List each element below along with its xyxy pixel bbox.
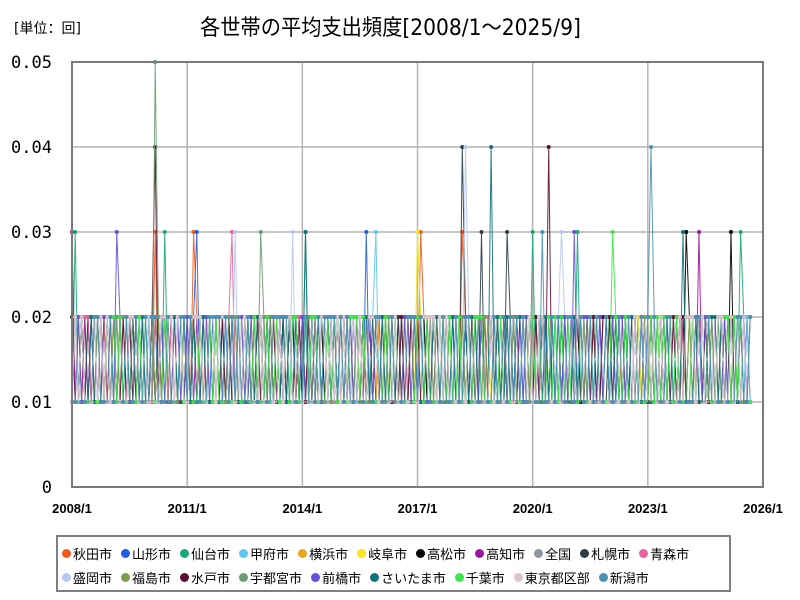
- legend-marker-icon: [454, 572, 464, 582]
- y-tick-label: 0: [42, 478, 52, 498]
- legend-item: 横浜市: [298, 544, 348, 563]
- legend-label: 高知市: [486, 547, 526, 563]
- x-tick-label: 2023/1: [628, 501, 668, 516]
- legend-marker-icon: [513, 572, 523, 582]
- legend-label: さいたま市: [381, 571, 446, 587]
- legend-label: 高松市: [427, 547, 467, 563]
- legend-item: 千葉市: [454, 568, 505, 587]
- legend-label: 横浜市: [309, 547, 349, 563]
- legend-label: 盛岡市: [73, 571, 113, 587]
- y-axis-ticks: 0 0.01 0.02 0.03 0.04 0.05: [11, 53, 52, 498]
- legend-marker-icon: [180, 572, 190, 582]
- legend-item: 福島市: [121, 568, 171, 587]
- x-tick-label: 2014/1: [282, 501, 322, 516]
- legend-marker-icon: [475, 548, 485, 558]
- legend-marker-icon: [311, 572, 321, 582]
- chart-title: 各世帯の平均支出頻度[2008/1～2025/9]: [200, 16, 581, 41]
- x-tick-label: 2020/1: [513, 501, 553, 516]
- legend-row: 秋田市 山形市 仙台市 甲府市 横浜市 岐阜市 高松市 高知市 全国 札幌市 青森市: [62, 541, 729, 565]
- legend-item: 新潟市: [598, 568, 649, 587]
- x-tick-label: 2026/1: [743, 501, 783, 516]
- data-series: [70, 60, 753, 404]
- legend-item: 高知市: [475, 544, 525, 563]
- x-tick-label: 2008/1: [52, 501, 92, 516]
- legend-marker-icon: [357, 548, 367, 558]
- legend-label: 東京都区部: [524, 571, 590, 587]
- legend-label: 福島市: [132, 571, 172, 587]
- x-tick-label: 2011/1: [168, 501, 207, 516]
- legend-label: 水戸市: [191, 571, 231, 587]
- legend-row: 盛岡市 福島市 水戸市 宇都宮市 前橋市 さいたま市 千葉市 東京都区部 新潟市: [62, 565, 729, 589]
- legend-marker-icon: [580, 548, 590, 558]
- legend-marker-icon: [416, 548, 426, 558]
- legend-item: 甲府市: [239, 544, 289, 563]
- legend-label: 青森市: [650, 547, 690, 563]
- legend-marker-icon: [239, 548, 249, 558]
- legend-label: 秋田市: [73, 547, 113, 563]
- legend-item: 岐阜市: [357, 544, 407, 563]
- chart-plot: 0 0.01 0.02 0.03 0.04 0.05 2008/1 2011/1 2014/1…: [11, 53, 783, 516]
- legend-label: 千葉市: [465, 571, 505, 587]
- legend-marker-icon: [121, 548, 131, 558]
- legend-item: 仙台市: [180, 544, 230, 563]
- legend-item: 水戸市: [180, 568, 230, 587]
- legend-marker-icon: [62, 548, 71, 558]
- legend-item: 高松市: [416, 544, 466, 563]
- legend-marker-icon: [370, 572, 380, 582]
- legend-item: 全国: [534, 544, 571, 563]
- legend-item: 宇都宮市: [239, 568, 302, 587]
- legend-item: 東京都区部: [513, 568, 590, 587]
- y-tick-label: 0.02: [11, 308, 52, 328]
- legend-label: 山形市: [132, 547, 172, 563]
- legend-label: 岐阜市: [368, 547, 408, 563]
- legend-item: 山形市: [121, 544, 171, 563]
- x-tick-label: 2017/1: [398, 501, 438, 516]
- y-tick-label: 0.04: [11, 138, 52, 158]
- legend-marker-icon: [298, 548, 308, 558]
- y-tick-label: 0.03: [11, 223, 52, 243]
- grid-lines: [71, 61, 764, 488]
- legend-label: 宇都宮市: [250, 571, 303, 587]
- legend-marker-icon: [121, 572, 131, 582]
- legend-label: 前橋市: [322, 571, 362, 587]
- legend-item: 青森市: [639, 544, 689, 563]
- legend-label: 札幌市: [591, 547, 631, 563]
- legend-label: 全国: [545, 547, 572, 563]
- y-tick-label: 0.01: [11, 393, 52, 413]
- legend-marker-icon: [239, 572, 249, 582]
- x-axis-ticks: 2008/1 2011/1 2014/1 2017/1 2020/1 2023/1 2026…: [52, 501, 783, 516]
- legend-item: 秋田市: [62, 544, 112, 563]
- legend-item: さいたま市: [370, 568, 446, 587]
- y-tick-label: 0.05: [11, 53, 52, 73]
- legend: 秋田市 山形市 仙台市 甲府市 横浜市 岐阜市 高松市 高知市 全国 札幌市 青森市 盛岡市 福島市 水…: [56, 535, 731, 592]
- unit-label: [単位：回]: [14, 21, 81, 37]
- legend-marker-icon: [598, 572, 608, 582]
- legend-label: 甲府市: [250, 547, 290, 563]
- legend-item: 札幌市: [580, 544, 630, 563]
- legend-label: 新潟市: [609, 571, 649, 587]
- series-新潟市: [72, 145, 753, 404]
- legend-marker-icon: [534, 548, 544, 558]
- legend-marker-icon: [639, 548, 649, 558]
- plot-frame: [71, 61, 764, 488]
- legend-item: 前橋市: [311, 568, 361, 587]
- legend-marker-icon: [180, 548, 190, 558]
- legend-label: 仙台市: [191, 547, 231, 563]
- legend-item: 盛岡市: [62, 568, 112, 587]
- legend-marker-icon: [62, 572, 71, 582]
